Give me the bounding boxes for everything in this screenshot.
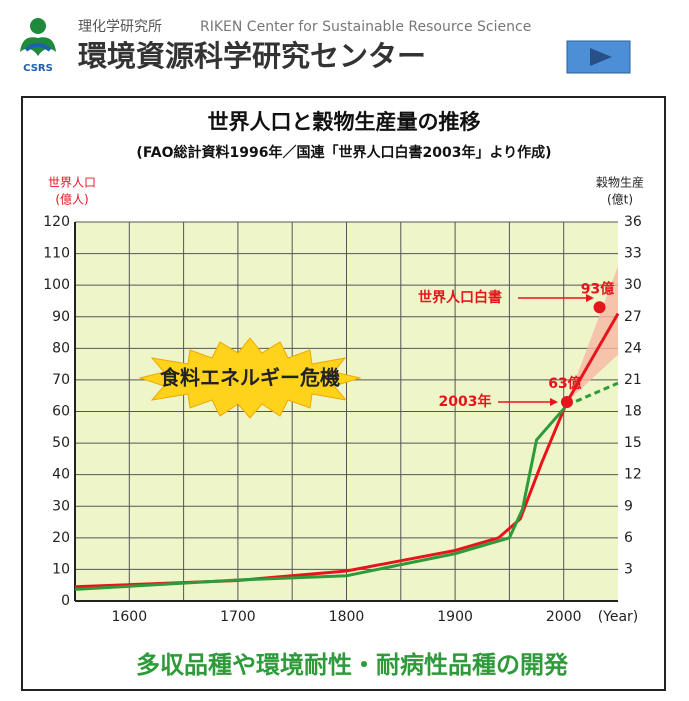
y2-tick-label: 21 bbox=[624, 372, 642, 388]
y2-tick-label: 24 bbox=[624, 340, 642, 356]
point-label: 93億 bbox=[581, 280, 614, 297]
burst-text: 食料エネルギー危機 bbox=[160, 366, 340, 390]
arrow-head bbox=[550, 398, 558, 406]
series-line bbox=[566, 381, 619, 407]
y-tick-label: 90 bbox=[52, 309, 70, 325]
footer: 多収品種や環境耐性・耐病性品種の開発 bbox=[136, 651, 569, 679]
annotation: 世界人口白書 bbox=[418, 289, 502, 306]
site-title: 環境資源科学研究センター bbox=[78, 39, 426, 73]
y-tick-label: 40 bbox=[52, 467, 70, 483]
y2-label: 穀物生産 bbox=[596, 175, 644, 190]
x-tick-label: 1600 bbox=[111, 609, 147, 625]
point-label: 63億 bbox=[548, 375, 581, 392]
x-tick-label: 1900 bbox=[437, 609, 473, 625]
y-tick-label: 70 bbox=[52, 372, 70, 388]
y2-tick-label: 6 bbox=[624, 530, 633, 546]
x-label: (Year) bbox=[598, 609, 639, 625]
logo bbox=[20, 18, 56, 56]
y-tick-label: 100 bbox=[43, 277, 70, 293]
y2-tick-label: 18 bbox=[624, 404, 642, 420]
play-icon bbox=[590, 48, 612, 66]
annotation: 2003年 bbox=[439, 393, 492, 410]
series-line bbox=[74, 404, 569, 591]
y2-label: (億t) bbox=[607, 193, 633, 207]
arrow-head bbox=[586, 294, 594, 302]
y2-tick-label: 30 bbox=[624, 277, 642, 293]
chart-subtitle: (FAO総計資料1996年／国連「世界人口白書2003年」より作成) bbox=[136, 144, 551, 161]
x-tick-label: 1800 bbox=[329, 609, 365, 625]
projection-band bbox=[566, 266, 618, 403]
chart-title: 世界人口と穀物生産量の推移 bbox=[208, 110, 481, 134]
org-en: RIKEN Center for Sustainable Resource Sc… bbox=[200, 19, 531, 35]
x-tick-label: 2000 bbox=[546, 609, 582, 625]
y2-tick-label: 33 bbox=[624, 246, 642, 262]
y-tick-label: 120 bbox=[43, 214, 70, 230]
y-tick-label: 110 bbox=[43, 246, 70, 262]
logo-text: CSRS bbox=[23, 63, 53, 74]
y-tick-label: 80 bbox=[52, 340, 70, 356]
point bbox=[560, 396, 573, 409]
y2-tick-label: 15 bbox=[624, 435, 642, 451]
y2-tick-label: 36 bbox=[624, 214, 642, 230]
y-label: (億人) bbox=[55, 193, 88, 207]
org: 理化学研究所 bbox=[78, 19, 162, 35]
y-tick-label: 20 bbox=[52, 530, 70, 546]
point bbox=[593, 301, 606, 314]
y-tick-label: 60 bbox=[52, 404, 70, 420]
y2-tick-label: 12 bbox=[624, 467, 642, 483]
y2-tick-label: 27 bbox=[624, 309, 642, 325]
y2-tick-label: 9 bbox=[624, 498, 633, 514]
y2-tick-label: 3 bbox=[624, 561, 633, 577]
y-tick-label: 50 bbox=[52, 435, 70, 451]
y-label: 世界人口 bbox=[48, 176, 96, 190]
x-tick-label: 1700 bbox=[220, 609, 256, 625]
y-tick-label: 0 bbox=[61, 593, 70, 609]
y-tick-label: 30 bbox=[52, 498, 70, 514]
burst bbox=[138, 337, 362, 419]
y-tick-label: 10 bbox=[52, 561, 70, 577]
